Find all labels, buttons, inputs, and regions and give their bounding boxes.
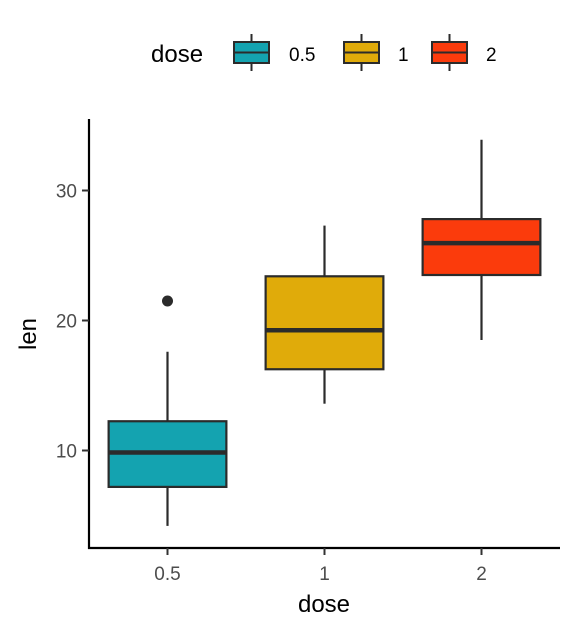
box-group xyxy=(421,139,542,340)
x-axis-title: dose xyxy=(298,591,350,618)
legend-label: 1 xyxy=(398,45,409,66)
legend-label: 0.5 xyxy=(289,45,315,66)
box-iqr xyxy=(264,275,385,371)
x-tick-label: 0.5 xyxy=(154,564,180,585)
x-axis-ticks: 0.5 1 2 xyxy=(154,548,487,585)
legend-label: 2 xyxy=(486,45,497,66)
legend-key: 2 xyxy=(431,34,497,71)
legend-key: 0.5 xyxy=(233,34,315,71)
y-tick-label: 20 xyxy=(56,312,77,333)
legend-key: 1 xyxy=(343,34,409,71)
box-iqr xyxy=(421,218,542,277)
legend: dose 0.5 1 2 xyxy=(151,34,497,71)
y-axis-title: len xyxy=(15,318,42,350)
y-tick-label: 30 xyxy=(56,182,77,203)
x-tick-label: 1 xyxy=(319,564,330,585)
x-tick-label: 2 xyxy=(476,564,487,585)
plot-area xyxy=(107,139,542,526)
box-group xyxy=(107,295,228,526)
outlier-point xyxy=(162,295,173,307)
y-axis-ticks: 10 20 30 xyxy=(56,182,89,463)
box-group xyxy=(264,225,385,404)
legend-title: dose xyxy=(151,41,203,68)
y-tick-label: 10 xyxy=(56,442,77,463)
